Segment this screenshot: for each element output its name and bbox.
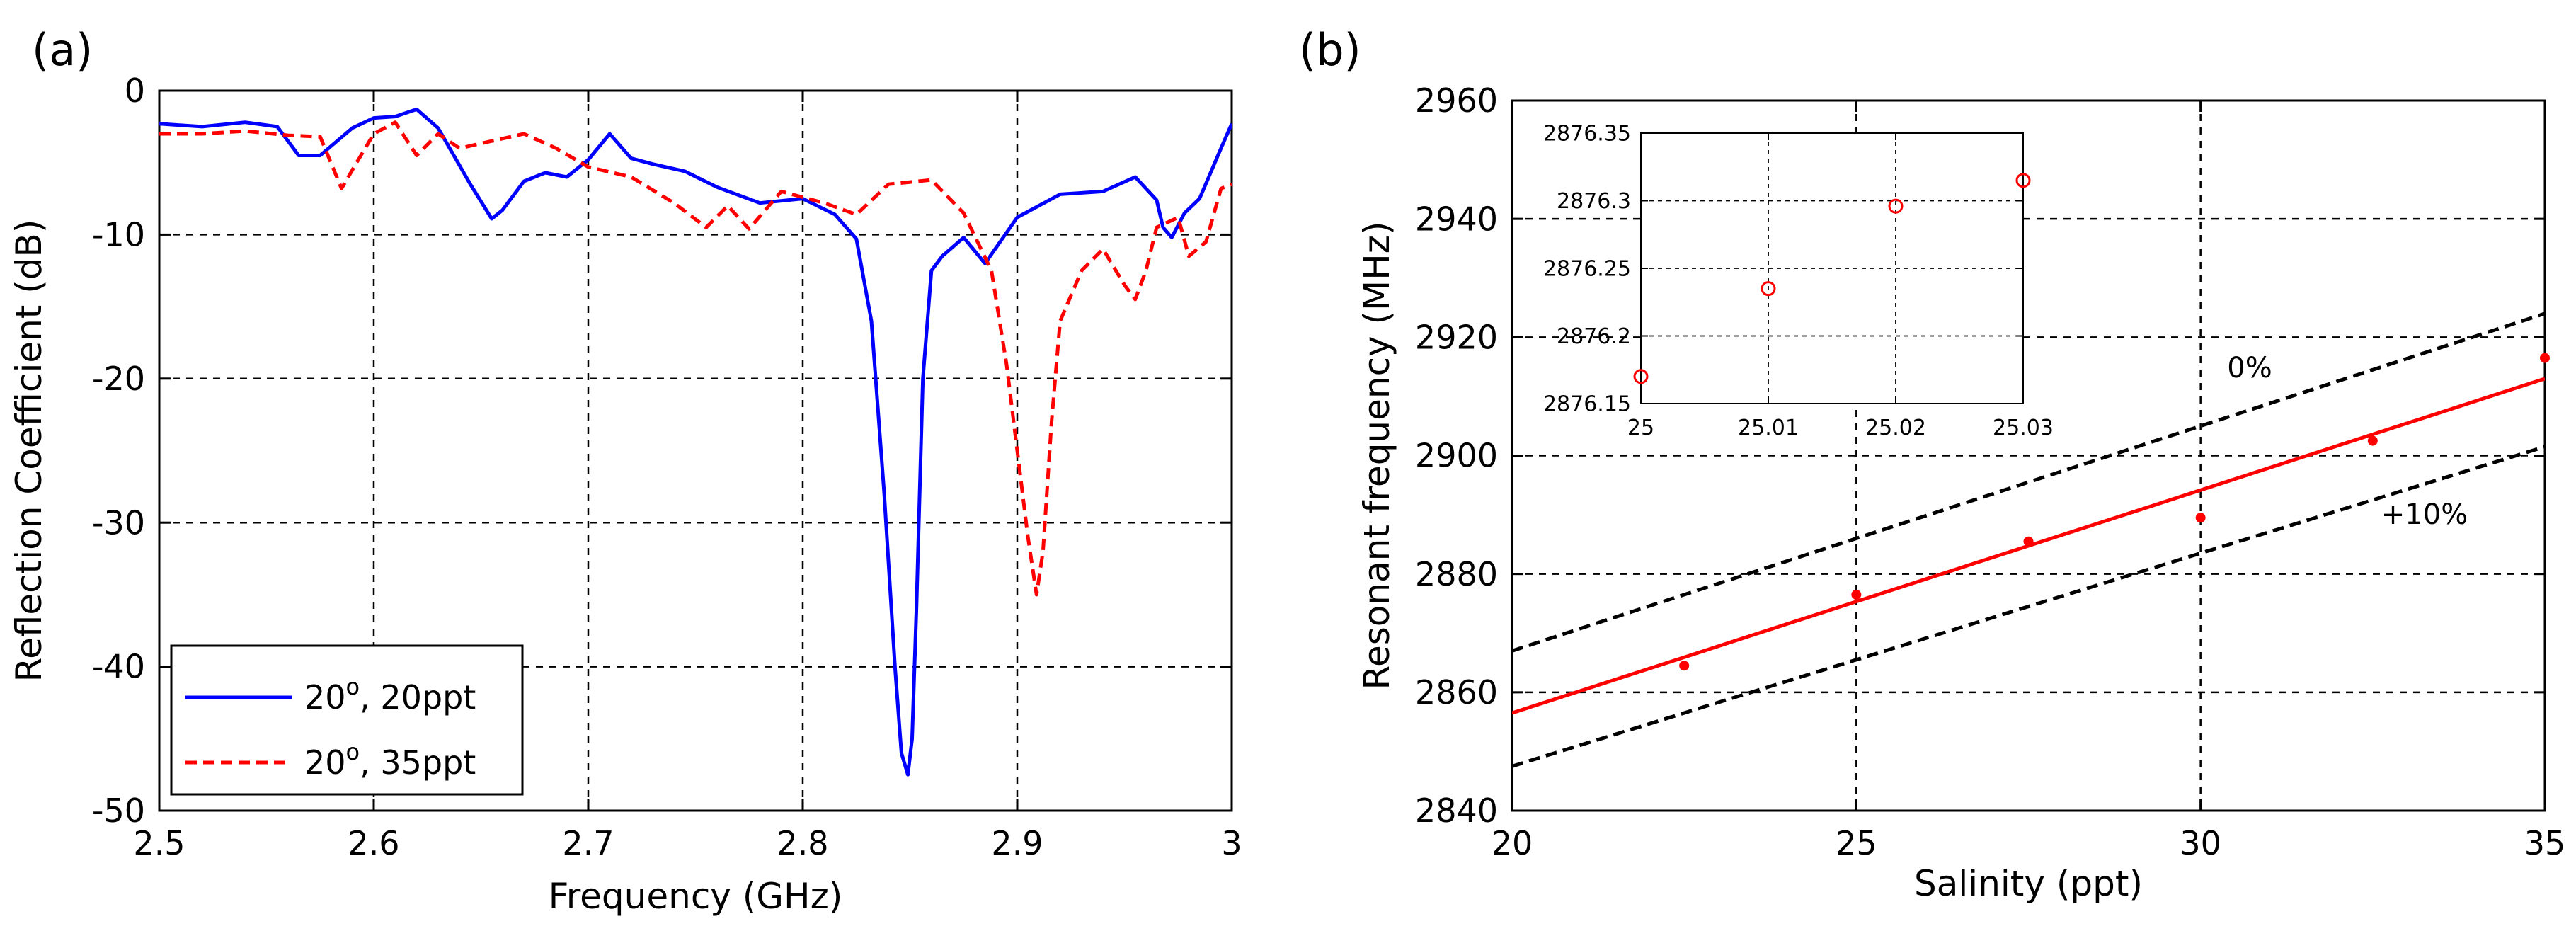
bound-line-plus10pct bbox=[1512, 445, 2545, 768]
data-point bbox=[2023, 536, 2034, 547]
x-tick-label: 25 bbox=[1627, 416, 1654, 440]
bound-label-0pct: 0% bbox=[2227, 352, 2272, 384]
axes-frame bbox=[1511, 99, 2546, 812]
series-line-20ppt bbox=[159, 107, 1232, 777]
x-tick-label: 2.5 bbox=[133, 824, 185, 862]
data-point bbox=[2195, 513, 2206, 523]
y-tick-label: 2860 bbox=[1415, 673, 1498, 712]
y-tick-label: 2940 bbox=[1415, 200, 1498, 238]
legend-label: 20o, 20ppt bbox=[304, 673, 476, 716]
inset-data-point bbox=[1761, 281, 1776, 297]
y-axis-label: Resonant frequency (MHz) bbox=[1356, 221, 1397, 690]
y-tick-label: 0 bbox=[125, 72, 145, 110]
y-tick-label: 2880 bbox=[1415, 555, 1498, 593]
x-tick-label: 20 bbox=[1492, 824, 1533, 862]
inset-data-point bbox=[1633, 369, 1649, 384]
panel-b-label: (b) bbox=[1299, 24, 1361, 76]
y-tick-label: 2960 bbox=[1415, 81, 1498, 120]
x-tick-label: 2.8 bbox=[777, 824, 828, 862]
y-tick-label: 2900 bbox=[1415, 437, 1498, 475]
inset-chart: 25 25.01 25.02 25.03 2876.15 2876.2 2876.25 287… bbox=[1543, 122, 2054, 441]
x-tick-label: 25 bbox=[1836, 824, 1877, 862]
legend-box bbox=[170, 644, 524, 796]
bound-line-0pct bbox=[1512, 312, 2545, 653]
legend-label-number: 20 bbox=[304, 743, 346, 782]
x-tick-label: 30 bbox=[2180, 824, 2221, 862]
bound-label-plus10pct: +10% bbox=[2381, 498, 2468, 531]
y-tick-label: 2876.3 bbox=[1557, 189, 1631, 214]
x-tick-label: 25.01 bbox=[1738, 416, 1799, 440]
data-point bbox=[2367, 435, 2378, 446]
data-point bbox=[2540, 353, 2550, 363]
y-tick-label: -50 bbox=[92, 792, 145, 830]
y-axis-label: Reflection Coefficient (dB) bbox=[8, 219, 50, 682]
y-tick-label: -20 bbox=[92, 360, 145, 398]
panel-a-label: (a) bbox=[32, 24, 93, 76]
chart-a: 2.5 2.6 2.7 2.8 2.9 3 -50 -40 -30 -20 -10 0 Frequenc… bbox=[8, 72, 1242, 917]
y-tick-label: 2840 bbox=[1415, 792, 1498, 830]
inset-data-point bbox=[2015, 173, 2031, 188]
x-tick-label: 2.6 bbox=[348, 824, 399, 862]
axes-frame bbox=[158, 89, 1233, 812]
y-tick-label: 2920 bbox=[1415, 318, 1498, 356]
data-point bbox=[1851, 589, 1862, 600]
y-tick-label: -10 bbox=[92, 216, 145, 254]
y-tick-label: 2876.35 bbox=[1543, 122, 1631, 147]
legend-label-salinity: , 20ppt bbox=[360, 678, 476, 716]
inset-data-point bbox=[1888, 198, 1904, 214]
data-point bbox=[1679, 661, 1690, 671]
x-tick-label: 25.02 bbox=[1865, 416, 1926, 440]
legend-label-salinity: , 35ppt bbox=[360, 743, 476, 782]
x-tick-label: 2.7 bbox=[562, 824, 614, 862]
x-tick-label: 2.9 bbox=[991, 824, 1043, 862]
y-tick-label: 2876.15 bbox=[1543, 392, 1631, 417]
chart-b: 20 25 30 35 2840 2860 2880 2900 2920 2940 2960 0% +1… bbox=[1356, 81, 2565, 904]
x-axis-label: Frequency (GHz) bbox=[549, 876, 843, 917]
legend-label-degree: o bbox=[346, 673, 360, 700]
y-tick-label: 2876.25 bbox=[1543, 257, 1631, 282]
series-line-35ppt bbox=[159, 120, 1232, 597]
x-axis-label: Salinity (ppt) bbox=[1914, 863, 2143, 904]
axes-frame bbox=[1640, 132, 2024, 404]
legend-label: 20o, 35ppt bbox=[304, 738, 476, 782]
y-tick-label: -30 bbox=[92, 503, 145, 542]
legend-label-number: 20 bbox=[304, 678, 346, 716]
legend-label-degree: o bbox=[346, 738, 360, 765]
x-tick-label: 35 bbox=[2524, 824, 2566, 862]
y-tick-label: -40 bbox=[92, 648, 145, 686]
x-tick-label: 25.03 bbox=[1993, 416, 2054, 440]
x-tick-label: 3 bbox=[1221, 824, 1242, 862]
y-tick-label: 2876.2 bbox=[1557, 324, 1631, 349]
